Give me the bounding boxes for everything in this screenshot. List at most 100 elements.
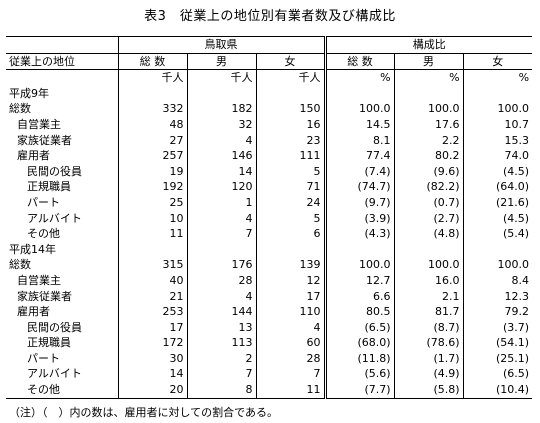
table-row: 家族従業者 27 4 23 8.1 2.2 15.3: [6, 132, 533, 149]
value-cell: 4: [255, 319, 326, 336]
value-cell: 25: [117, 194, 187, 211]
value-cell: 74.0: [462, 148, 533, 164]
value-cell: 315: [117, 257, 187, 273]
value-cell: 139: [255, 257, 326, 273]
row-label: アルバイト: [27, 367, 82, 381]
value-cell: 11: [117, 226, 187, 242]
value-cell: (9.6): [393, 163, 464, 180]
value-cell: [393, 241, 464, 258]
unit-cell: %: [323, 69, 395, 86]
row-label: 民間の役員: [27, 320, 82, 334]
value-cell: 30: [117, 350, 187, 367]
value-cell: (6.5): [323, 319, 395, 336]
label-column-header-top: [6, 36, 118, 54]
subheader-ratio-male: 男: [393, 52, 464, 71]
row-label: 平成9年: [9, 86, 49, 100]
value-cell: 113: [186, 335, 256, 351]
table-row: 総数 315 176 139 100.0 100.0 100.0: [6, 257, 533, 273]
table-row: その他 20 8 11 (7.7) (5.8) (10.4): [6, 382, 533, 399]
unit-cell: %: [462, 69, 533, 86]
value-cell: 100.0: [393, 257, 464, 273]
row-label: 正規職員: [27, 336, 71, 350]
value-cell: (74.7): [323, 179, 395, 195]
table-row: 総数 332 182 150 100.0 100.0 100.0: [6, 101, 533, 117]
table-row: 民間の役員 19 14 5 (7.4) (9.6) (4.5): [6, 163, 533, 180]
value-cell: 80.5: [323, 304, 395, 320]
value-cell: 19: [117, 163, 187, 180]
table-row: 平成9年: [6, 85, 533, 102]
table-row: 家族従業者 21 4 17 6.6 2.1 12.3: [6, 288, 533, 305]
table-row: 雇用者 253 144 110 80.5 81.7 79.2: [6, 304, 533, 320]
value-cell: 11: [255, 382, 326, 399]
table-row: 自営業主 40 28 12 12.7 16.0 8.4: [6, 272, 533, 289]
value-cell: 27: [117, 132, 187, 149]
row-label: パート: [27, 351, 60, 365]
value-cell: 1: [186, 194, 256, 211]
value-cell: 2: [186, 350, 256, 367]
value-cell: 176: [186, 257, 256, 273]
value-cell: 14: [117, 366, 187, 383]
row-label: 民間の役員: [27, 164, 82, 178]
value-cell: (4.8): [393, 226, 464, 242]
units-row: 千人 千人 千人 % % %: [6, 69, 533, 86]
value-cell: (7.7): [323, 382, 395, 399]
table-row: 自営業主 48 32 16 14.5 17.6 10.7: [6, 116, 533, 133]
group-header-tottori: 鳥取県: [117, 36, 326, 54]
table-row: 正規職員 192 120 71 (74.7) (82.2) (64.0): [6, 179, 533, 195]
row-label: 家族従業者: [17, 289, 72, 303]
value-cell: 100.0: [462, 101, 533, 117]
value-cell: 71: [255, 179, 326, 195]
value-cell: 32: [186, 116, 256, 133]
value-cell: 144: [186, 304, 256, 320]
value-cell: 100.0: [323, 257, 395, 273]
value-cell: [186, 241, 256, 258]
row-label: その他: [6, 382, 118, 399]
value-cell: (5.6): [323, 366, 395, 383]
value-cell: [323, 85, 395, 102]
group-header-ratio: 構成比: [323, 36, 533, 54]
unit-cell: 千人: [255, 69, 326, 86]
value-cell: 10: [117, 210, 187, 227]
unit-cell: 千人: [117, 69, 187, 86]
value-cell: 40: [117, 272, 187, 289]
value-cell: 12.3: [462, 288, 533, 305]
value-cell: 5: [255, 210, 326, 227]
value-cell: 4: [186, 288, 256, 305]
value-cell: (11.8): [323, 350, 395, 367]
value-cell: 100.0: [462, 257, 533, 273]
value-cell: (78.6): [393, 335, 464, 351]
label-column-header: 従業上の地位: [6, 52, 118, 71]
row-label: アルバイト: [27, 211, 82, 225]
value-cell: 192: [117, 179, 187, 195]
units-label-cell: [6, 70, 118, 86]
value-cell: 16: [255, 116, 326, 133]
value-cell: (4.5): [462, 210, 533, 227]
value-cell: 79.2: [462, 304, 533, 320]
value-cell: [117, 241, 187, 258]
value-cell: 6.6: [323, 288, 395, 305]
value-cell: 146: [186, 148, 256, 164]
value-cell: 17.6: [393, 116, 464, 133]
value-cell: 4: [186, 210, 256, 227]
value-cell: (54.1): [462, 335, 533, 351]
table-title: 表3 従業上の地位別有業者数及び構成比: [144, 9, 396, 24]
row-label: 平成14年: [9, 242, 56, 256]
value-cell: 81.7: [393, 304, 464, 320]
value-cell: (4.3): [323, 226, 395, 242]
row-label: 家族従業者: [17, 133, 72, 147]
value-cell: (3.7): [462, 319, 533, 336]
value-cell: (4.9): [393, 366, 464, 383]
value-cell: 4: [186, 132, 256, 149]
value-cell: 24: [255, 194, 326, 211]
value-cell: 17: [255, 288, 326, 305]
value-cell: 6: [255, 226, 326, 242]
subheader-ratio-total: 総 数: [323, 52, 395, 71]
table-row: 平成14年: [6, 241, 533, 258]
value-cell: [462, 85, 533, 102]
value-cell: (3.9): [323, 210, 395, 227]
table-row: パート 25 1 24 (9.7) (0.7) (21.6): [6, 194, 533, 211]
value-cell: 17: [117, 319, 187, 336]
value-cell: 20: [117, 382, 187, 399]
row-label: 自営業主: [17, 273, 61, 287]
value-cell: 110: [255, 304, 326, 320]
